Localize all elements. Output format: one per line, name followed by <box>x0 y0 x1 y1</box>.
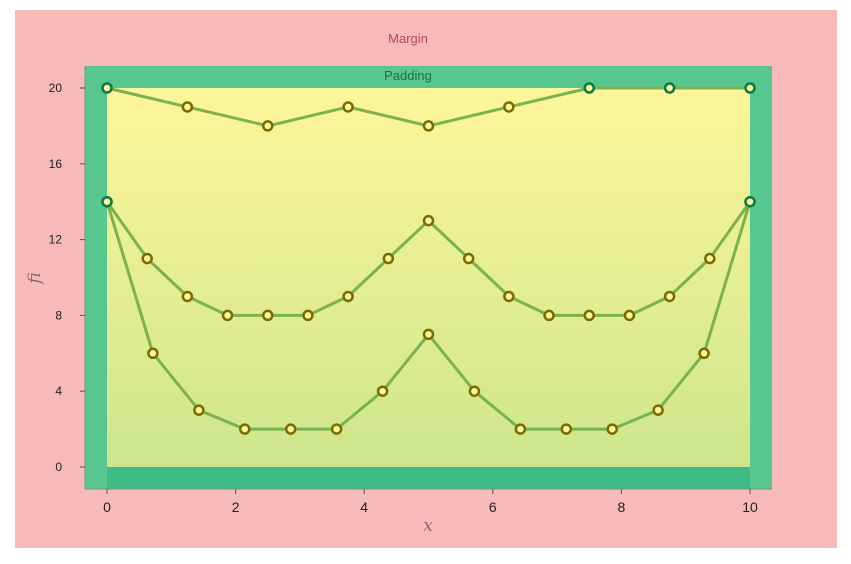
data-point <box>342 290 354 303</box>
data-point <box>583 309 595 322</box>
data-point <box>181 101 194 113</box>
y-tick-label: 4 <box>55 384 62 398</box>
data-point <box>462 252 475 265</box>
data-point <box>181 290 194 303</box>
data-point <box>422 328 435 341</box>
axes: 0 2 4 6 8 10 0 4 8 12 16 20 <box>49 66 772 515</box>
data-point <box>101 82 113 94</box>
data-point <box>330 423 343 435</box>
data-point <box>652 404 664 416</box>
data-point <box>583 82 595 94</box>
x-tick-label: 10 <box>742 499 758 515</box>
data-point <box>101 195 113 208</box>
x-tick-label: 4 <box>360 499 368 515</box>
y-axis-title: fi <box>25 272 45 285</box>
data-point <box>284 423 297 435</box>
data-point <box>503 101 515 113</box>
padding-bottom-band <box>107 467 750 489</box>
x-tick-label: 2 <box>232 499 240 515</box>
data-point <box>141 252 153 265</box>
data-point <box>543 309 555 322</box>
x-tick-label: 0 <box>103 499 111 515</box>
data-point <box>606 423 618 435</box>
data-point <box>147 347 159 360</box>
data-point <box>382 252 395 265</box>
data-point <box>623 309 636 322</box>
data-point <box>503 290 515 303</box>
data-point <box>468 385 481 397</box>
data-point <box>744 82 756 94</box>
data-point <box>663 82 676 94</box>
data-point <box>744 195 756 208</box>
y-tick-label: 20 <box>49 81 63 95</box>
data-point <box>560 423 573 435</box>
data-point <box>376 385 389 397</box>
data-point <box>422 214 435 227</box>
data-point <box>239 423 251 435</box>
data-point <box>262 309 274 322</box>
y-tick-label: 8 <box>55 308 62 322</box>
data-point <box>704 252 716 265</box>
padding-label: Padding <box>384 68 432 83</box>
series-group <box>101 82 756 435</box>
x-tick-label: 6 <box>489 499 497 515</box>
data-point <box>514 423 527 435</box>
y-tick-label: 0 <box>55 460 62 474</box>
data-point <box>698 347 710 360</box>
margin-label: Margin <box>388 31 428 46</box>
y-tick-label: 12 <box>49 233 63 247</box>
data-point <box>302 309 314 322</box>
x-axis-title: x <box>423 516 433 536</box>
data-point <box>221 309 234 322</box>
data-point <box>422 120 435 132</box>
plot-area <box>107 88 750 467</box>
y-tick-label: 16 <box>49 157 63 171</box>
x-tick-label: 8 <box>618 499 626 515</box>
data-point <box>262 120 274 132</box>
data-point <box>342 101 354 113</box>
data-point <box>193 404 205 416</box>
data-point <box>663 290 676 303</box>
